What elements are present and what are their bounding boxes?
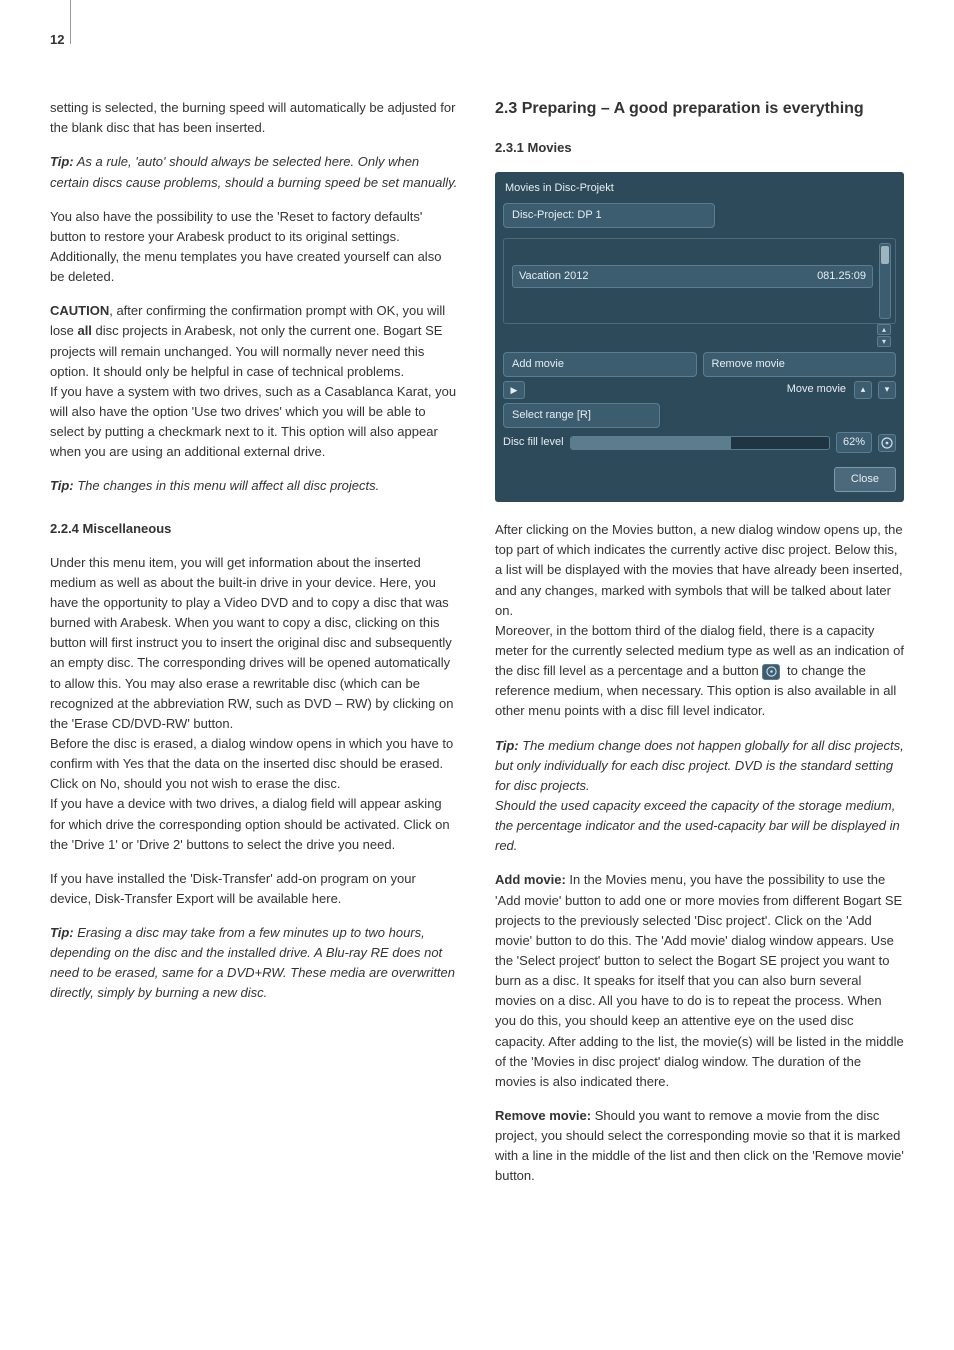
movies-list[interactable]: Vacation 2012 081.25:09 ▴ ▾ — [503, 238, 896, 324]
paragraph: Under this menu item, you will get infor… — [50, 553, 459, 734]
paragraph: If you have a device with two drives, a … — [50, 794, 459, 854]
tip-text: The medium change does not happen global… — [495, 738, 904, 793]
tip-text: Erasing a disc may take from a few minut… — [50, 925, 455, 1000]
right-column: 2.3 Preparing – A good preparation is ev… — [495, 98, 904, 1200]
disc-icon[interactable] — [878, 434, 896, 452]
two-column-layout: setting is selected, the burning speed w… — [50, 98, 904, 1200]
paragraph: If you have installed the 'Disk-Transfer… — [50, 869, 459, 909]
play-button[interactable]: ▶ — [503, 381, 525, 399]
remove-movie-label: Remove movie: — [495, 1108, 591, 1123]
scrollbar[interactable] — [879, 243, 891, 319]
move-down-icon[interactable]: ▾ — [878, 381, 896, 399]
tip-text: Should the used capacity exceed the capa… — [495, 798, 900, 853]
add-movie-label: Add movie: — [495, 872, 566, 887]
tip-label: Tip: — [50, 925, 74, 940]
tip-text: As a rule, 'auto' should always be selec… — [50, 154, 457, 189]
tip-label: Tip: — [50, 478, 74, 493]
tip-paragraph: Tip: The medium change does not happen g… — [495, 736, 904, 857]
paragraph: If you have a system with two drives, su… — [50, 382, 459, 463]
tip-paragraph: Tip: Erasing a disc may take from a few … — [50, 923, 459, 1004]
movie-duration: 081.25:09 — [817, 268, 866, 285]
paragraph: Before the disc is erased, a dialog wind… — [50, 734, 459, 794]
heading-movies: 2.3.1 Movies — [495, 138, 904, 158]
caution-all: all — [77, 323, 91, 338]
paragraph: Moreover, in the bottom third of the dia… — [495, 621, 904, 722]
move-movie-label: Move movie — [531, 381, 848, 398]
movie-row[interactable]: Vacation 2012 081.25:09 — [512, 265, 873, 288]
tip-label: Tip: — [495, 738, 519, 753]
paragraph: setting is selected, the burning speed w… — [50, 98, 459, 138]
heading-miscellaneous: 2.2.4 Miscellaneous — [50, 519, 459, 539]
disc-fill-inner — [571, 437, 731, 449]
disc-fill-percent: 62% — [836, 432, 872, 453]
move-up-icon[interactable]: ▴ — [854, 381, 872, 399]
scroll-up-icon[interactable]: ▴ — [877, 324, 891, 335]
select-range-button[interactable]: Select range [R] — [503, 403, 660, 428]
movies-dialog: Movies in Disc-Projekt Disc-Project: DP … — [495, 172, 904, 502]
remove-movie-button[interactable]: Remove movie — [703, 352, 897, 377]
tip-label: Tip: — [50, 154, 74, 169]
scrollbar-thumb[interactable] — [881, 246, 889, 264]
add-movie-button[interactable]: Add movie — [503, 352, 697, 377]
disc-icon — [762, 664, 780, 680]
caution-label: CAUTION — [50, 303, 109, 318]
paragraph: After clicking on the Movies button, a n… — [495, 520, 904, 621]
remove-movie-paragraph: Remove movie: Should you want to remove … — [495, 1106, 904, 1187]
disc-fill-bar — [570, 436, 830, 450]
caution-text: disc projects in Arabesk, not only the c… — [50, 323, 442, 378]
disc-project-field[interactable]: Disc-Project: DP 1 — [503, 203, 715, 228]
tip-text: The changes in this menu will affect all… — [74, 478, 380, 493]
close-button[interactable]: Close — [834, 467, 896, 492]
dialog-title: Movies in Disc-Projekt — [503, 178, 896, 203]
heading-preparing: 2.3 Preparing – A good preparation is ev… — [495, 98, 904, 120]
scroll-down-icon[interactable]: ▾ — [877, 336, 891, 347]
page-number: 12 — [50, 30, 904, 50]
tip-paragraph: Tip: As a rule, 'auto' should always be … — [50, 152, 459, 192]
left-column: setting is selected, the burning speed w… — [50, 98, 459, 1200]
movie-name: Vacation 2012 — [519, 268, 589, 285]
add-movie-paragraph: Add movie: In the Movies menu, you have … — [495, 870, 904, 1092]
paragraph: You also have the possibility to use the… — [50, 207, 459, 288]
caution-paragraph: CAUTION, after confirming the confirmati… — [50, 301, 459, 382]
tip-paragraph: Tip: The changes in this menu will affec… — [50, 476, 459, 496]
disc-fill-label: Disc fill level — [503, 434, 564, 451]
text: In the Movies menu, you have the possibi… — [495, 872, 904, 1088]
